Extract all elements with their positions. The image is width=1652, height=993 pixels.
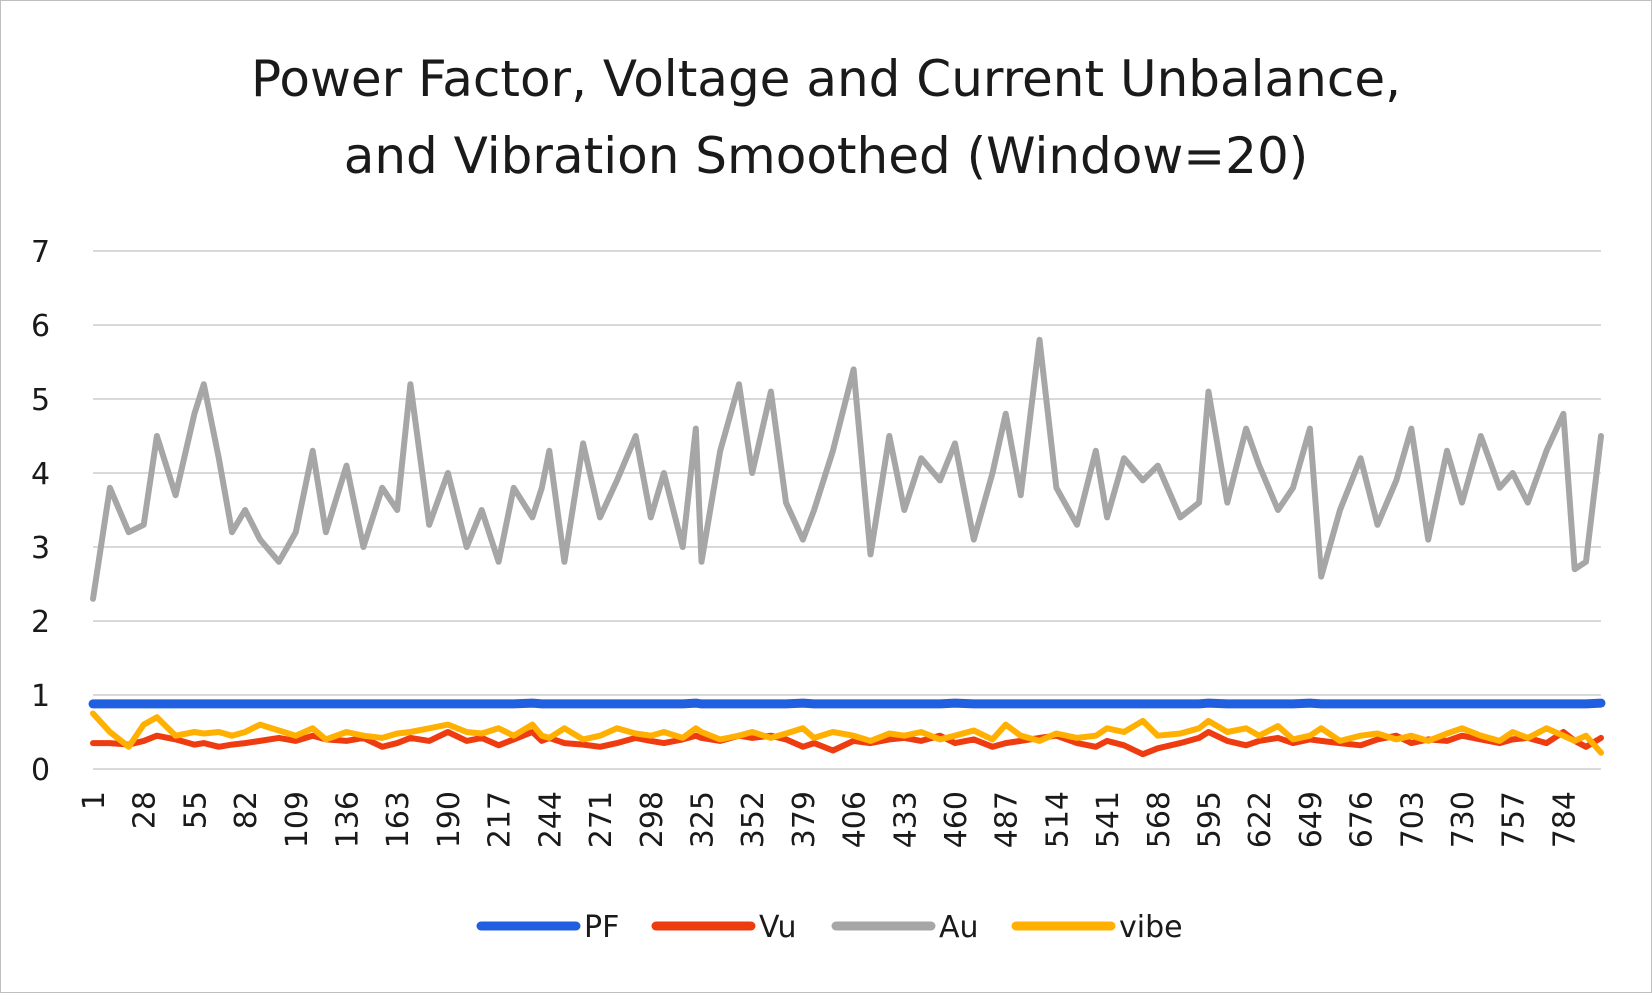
y-tick-label: 3 (31, 531, 50, 566)
x-tick-label: 244 (533, 791, 568, 848)
x-tick-label: 82 (229, 791, 264, 829)
x-tick-label: 433 (888, 791, 923, 848)
x-tick-label: 784 (1547, 791, 1582, 848)
x-tick-label: 568 (1142, 791, 1177, 848)
x-tick-label: 676 (1345, 791, 1380, 848)
y-axis-tick-labels: 0 1 2 3 4 5 6 7 (31, 235, 50, 788)
legend-item-au: Au (831, 910, 979, 945)
x-axis-tick-labels: 1 28 55 82 109 136 163 190 217 244 271 298 325 352 379… (77, 791, 1582, 848)
x-tick-label: 379 (787, 791, 822, 848)
y-tick-label: 4 (31, 457, 50, 492)
x-tick-label: 460 (939, 791, 974, 848)
x-tick-label: 271 (584, 791, 619, 848)
x-tick-label: 730 (1446, 791, 1481, 848)
x-tick-label: 109 (280, 791, 315, 848)
chart-title-line-2: and Vibration Smoothed (Window=20) (344, 127, 1309, 185)
x-tick-label: 757 (1497, 791, 1532, 848)
legend-item-vibe: vibe (1011, 910, 1183, 945)
y-tick-label: 1 (31, 679, 50, 714)
chart-title-line-1: Power Factor, Voltage and Current Unbala… (251, 50, 1401, 108)
y-tick-label: 0 (31, 753, 50, 788)
x-tick-label: 325 (685, 791, 720, 848)
x-tick-label: 28 (128, 791, 163, 829)
series-lines (88, 336, 1606, 758)
x-tick-label: 703 (1395, 791, 1430, 848)
x-tick-label: 595 (1193, 791, 1228, 848)
series-line-vu (90, 729, 1604, 758)
legend-label: Au (939, 910, 979, 945)
x-tick-label: 514 (1040, 791, 1075, 848)
legend-label: PF (584, 910, 619, 945)
y-tick-label: 6 (31, 309, 50, 344)
legend-item-vu: Vu (651, 910, 797, 945)
series-line-vibe (90, 710, 1604, 756)
x-tick-label: 541 (1091, 791, 1126, 848)
x-tick-label: 217 (483, 791, 518, 848)
x-tick-label: 352 (736, 791, 771, 848)
legend: PF Vu Au vibe (476, 910, 1183, 945)
x-tick-label: 190 (432, 791, 467, 848)
legend-item-pf: PF (476, 910, 619, 945)
x-tick-label: 55 (178, 791, 213, 829)
x-tick-label: 649 (1294, 791, 1329, 848)
legend-label: vibe (1119, 910, 1183, 945)
x-tick-label: 298 (635, 791, 670, 848)
series-line-pf (88, 698, 1606, 709)
y-tick-label: 7 (31, 235, 50, 270)
x-tick-label: 406 (838, 791, 873, 848)
x-tick-label: 136 (331, 791, 366, 848)
legend-label: Vu (759, 910, 797, 945)
y-tick-label: 2 (31, 605, 50, 640)
x-tick-label: 487 (990, 791, 1025, 848)
x-tick-label: 163 (381, 791, 416, 848)
x-tick-label: 622 (1243, 791, 1278, 848)
series-line-au (90, 336, 1604, 602)
x-tick-label: 1 (77, 791, 112, 810)
y-tick-label: 5 (31, 383, 50, 418)
